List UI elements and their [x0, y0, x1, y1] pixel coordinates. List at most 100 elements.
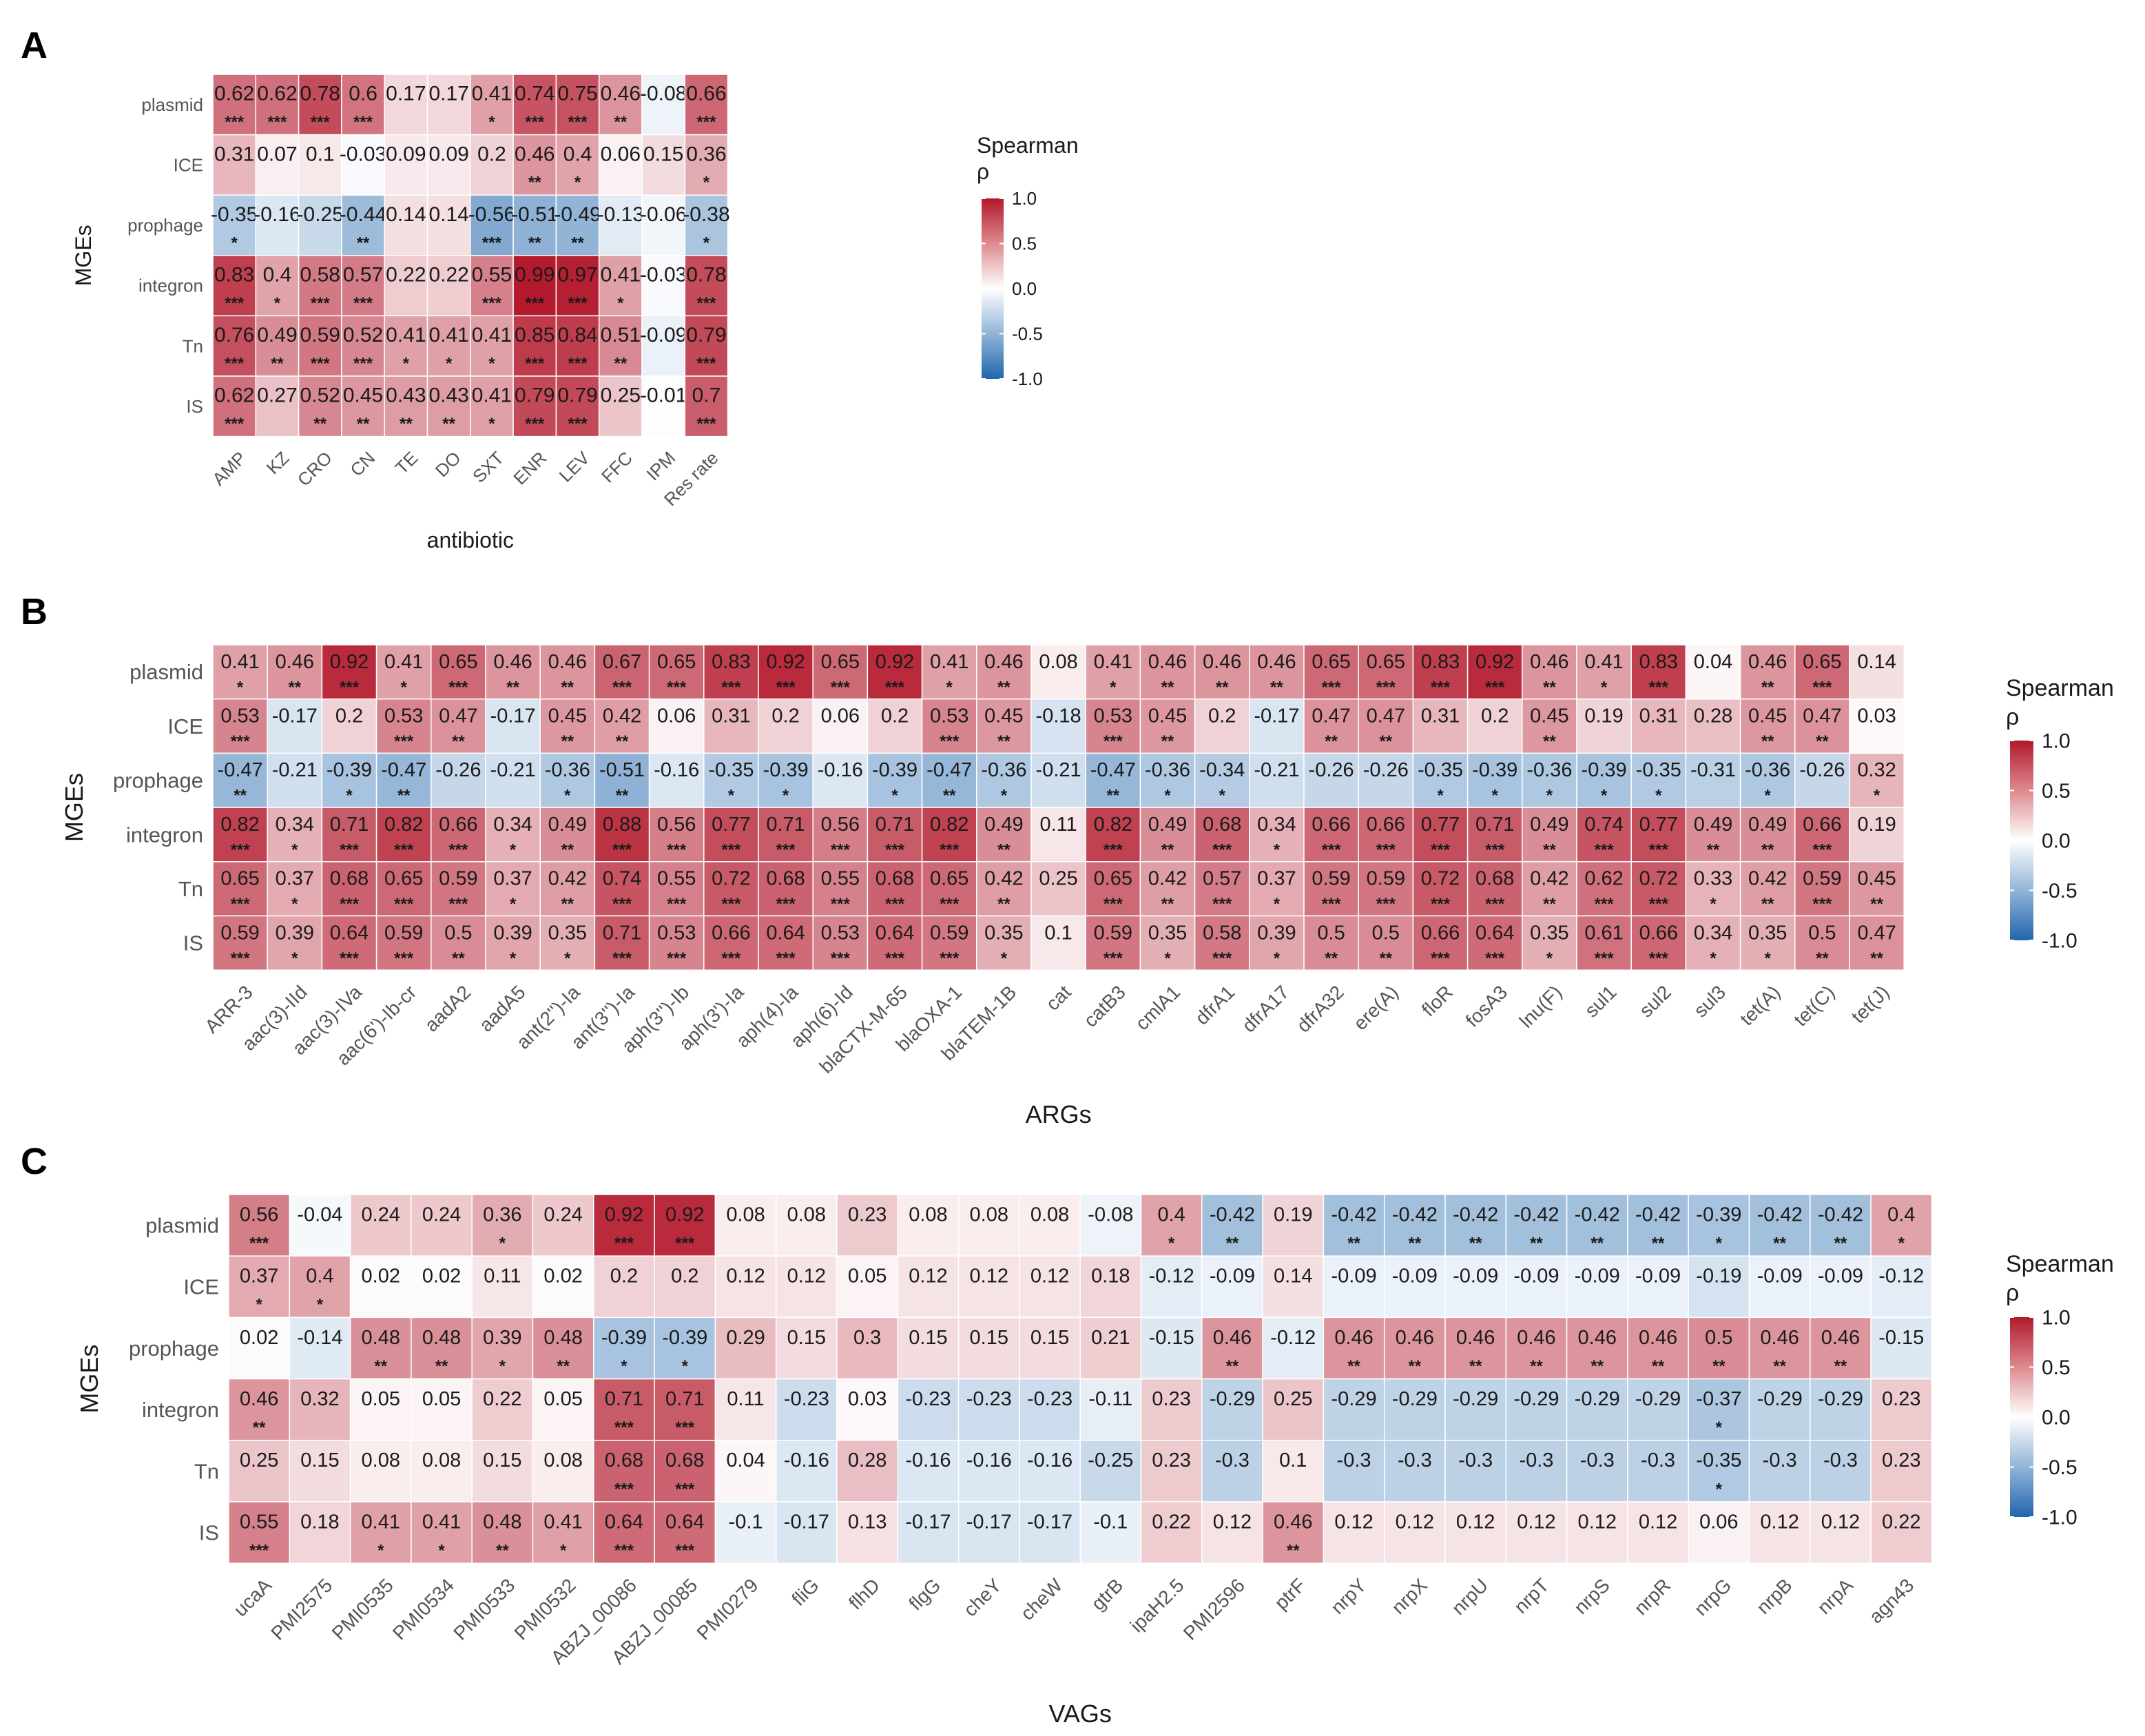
cell-signif-a-5-3: **: [357, 415, 370, 433]
cell-value-b-0-13: 0.41: [930, 651, 968, 673]
cell-value-c-2-5: 0.48: [543, 1327, 582, 1349]
cell-signif-a-4-4: *: [403, 354, 410, 373]
cell-value-b-5-27: 0.34: [1694, 922, 1732, 944]
legend-a: Spearman ρ 1.0 0.5 0.0 -0.5 -1.0: [977, 133, 1079, 389]
cell-value-c-5-4: 0.48: [483, 1511, 521, 1533]
cell-signif-c-2-6: *: [621, 1357, 628, 1376]
cell-signif-c-1-0: *: [256, 1296, 262, 1314]
row-label-c-3: integron: [142, 1398, 219, 1422]
heatmap-b: 0.41*0.46**0.92***0.41*0.65***0.46**0.46…: [60, 644, 1905, 1128]
cell-value-b-0-22: 0.83: [1421, 651, 1460, 673]
cell-b-4-18: [1194, 861, 1250, 917]
cell-signif-b-1-24: **: [1543, 732, 1556, 751]
cell-signif-b-0-2: ***: [340, 678, 360, 696]
cell-value-b-1-26: 0.31: [1639, 705, 1678, 727]
cell-value-c-4-23: -0.3: [1641, 1449, 1675, 1471]
cell-signif-b-0-10: ***: [776, 678, 796, 696]
cell-value-c-0-13: 0.08: [1030, 1203, 1069, 1226]
cell-signif-b-0-16: *: [1110, 678, 1117, 696]
cell-signif-c-0-27: *: [1898, 1234, 1905, 1252]
cell-b-2-24: [1522, 752, 1577, 808]
cell-value-c-4-15: 0.23: [1152, 1449, 1190, 1471]
cell-value-b-2-4: -0.26: [435, 759, 481, 781]
legend-c-tick-label-0: 1.0: [2042, 1307, 2071, 1330]
cell-value-a-1-7: 0.46: [515, 143, 555, 165]
cell-value-c-3-15: 0.23: [1152, 1388, 1190, 1410]
cell-value-a-2-8: -0.49: [554, 203, 601, 226]
y-axis-title-c: MGEs: [75, 1345, 103, 1414]
cell-value-b-5-11: 0.53: [821, 922, 860, 944]
cell-value-c-0-16: -0.42: [1210, 1203, 1255, 1226]
cell-signif-b-1-13: ***: [940, 732, 960, 751]
cell-b-5-12: [867, 915, 923, 971]
cell-value-c-2-14: 0.21: [1091, 1327, 1130, 1349]
cell-signif-b-4-1: *: [291, 895, 298, 913]
cell-value-c-1-3: 0.02: [422, 1265, 461, 1288]
cell-signif-a-5-2: **: [313, 415, 327, 433]
cell-value-c-5-24: 0.06: [1699, 1511, 1738, 1533]
cell-c-0-19: [1383, 1194, 1446, 1257]
cell-c-2-22: [1566, 1316, 1628, 1380]
cell-b-2-23: [1467, 752, 1523, 808]
cell-value-c-4-12: -0.16: [966, 1449, 1012, 1471]
cell-value-a-3-4: 0.22: [386, 263, 426, 286]
cell-value-b-3-16: 0.82: [1094, 814, 1132, 836]
cell-value-b-1-7: 0.42: [603, 705, 641, 727]
cell-signif-b-5-22: ***: [1431, 949, 1451, 968]
cell-signif-a-4-6: *: [488, 354, 495, 373]
cell-value-b-1-6: 0.45: [548, 705, 587, 727]
cell-value-c-2-27: -0.15: [1878, 1327, 1924, 1349]
legend-a-tick-label-4: -1.0: [1012, 369, 1043, 389]
cell-signif-c-2-3: **: [435, 1357, 448, 1376]
cell-value-b-4-27: 0.33: [1694, 868, 1732, 890]
cell-value-c-0-26: -0.42: [1818, 1203, 1863, 1226]
cell-value-b-3-1: 0.34: [276, 814, 314, 836]
row-label-b-0: plasmid: [129, 660, 203, 684]
cell-c-0-0: [228, 1194, 291, 1257]
cell-c-4-1: [289, 1440, 351, 1502]
cell-value-b-5-21: 0.5: [1372, 922, 1400, 944]
cell-value-c-0-2: 0.24: [362, 1203, 400, 1226]
cell-signif-a-3-6: ***: [482, 294, 502, 313]
cell-b-3-1: [267, 807, 323, 862]
cell-value-b-4-15: 0.25: [1039, 868, 1077, 890]
cell-value-c-4-27: 0.23: [1882, 1449, 1920, 1471]
cell-value-c-2-26: 0.46: [1821, 1327, 1860, 1349]
cell-value-c-4-3: 0.08: [422, 1449, 461, 1471]
cell-value-b-5-30: 0.47: [1857, 922, 1896, 944]
cell-value-b-1-1: -0.17: [272, 705, 318, 727]
cell-signif-a-4-8: ***: [568, 354, 588, 373]
col-label-c-4: PMI0533: [449, 1574, 519, 1644]
cell-value-b-0-11: 0.65: [821, 651, 860, 673]
cell-value-c-2-0: 0.02: [240, 1327, 278, 1349]
cell-signif-c-0-4: *: [499, 1234, 506, 1252]
cell-c-3-1: [289, 1378, 351, 1441]
row-label-a-3: integron: [138, 276, 203, 296]
col-label-c-0: ucaA: [229, 1574, 276, 1620]
cell-b-0-20: [1303, 644, 1359, 700]
cell-signif-b-5-3: ***: [394, 949, 414, 968]
cell-value-c-4-5: 0.08: [543, 1449, 582, 1471]
cell-c-5-27: [1870, 1501, 1933, 1564]
cell-signif-b-1-16: ***: [1103, 732, 1123, 751]
cell-signif-b-1-6: **: [561, 732, 574, 751]
cell-signif-a-0-1: ***: [267, 113, 287, 132]
cell-value-c-3-7: 0.71: [665, 1388, 704, 1410]
cell-c-4-2: [349, 1440, 412, 1502]
cell-value-b-3-4: 0.66: [439, 814, 477, 836]
cell-b-1-7: [594, 698, 650, 754]
cell-value-b-4-17: 0.42: [1148, 868, 1187, 890]
cell-signif-c-2-26: **: [1834, 1357, 1847, 1376]
cell-signif-a-5-5: **: [442, 415, 455, 433]
cell-value-b-1-10: 0.2: [771, 705, 799, 727]
cell-c-4-10: [836, 1440, 899, 1502]
cell-value-b-3-24: 0.49: [1530, 814, 1568, 836]
cell-signif-c-5-3: *: [438, 1541, 445, 1560]
col-label-c-15: ipaH2.5: [1126, 1574, 1188, 1636]
heatmap-a: 0.62***0.62***0.78***0.6***0.17 0.17 0.41*…: [71, 74, 730, 552]
cell-b-1-22: [1412, 698, 1469, 754]
cell-signif-b-0-11: ***: [831, 678, 851, 696]
col-label-b-15: cat: [1042, 981, 1075, 1014]
cell-signif-b-4-17: **: [1161, 895, 1174, 913]
cell-value-b-5-10: 0.64: [766, 922, 805, 944]
